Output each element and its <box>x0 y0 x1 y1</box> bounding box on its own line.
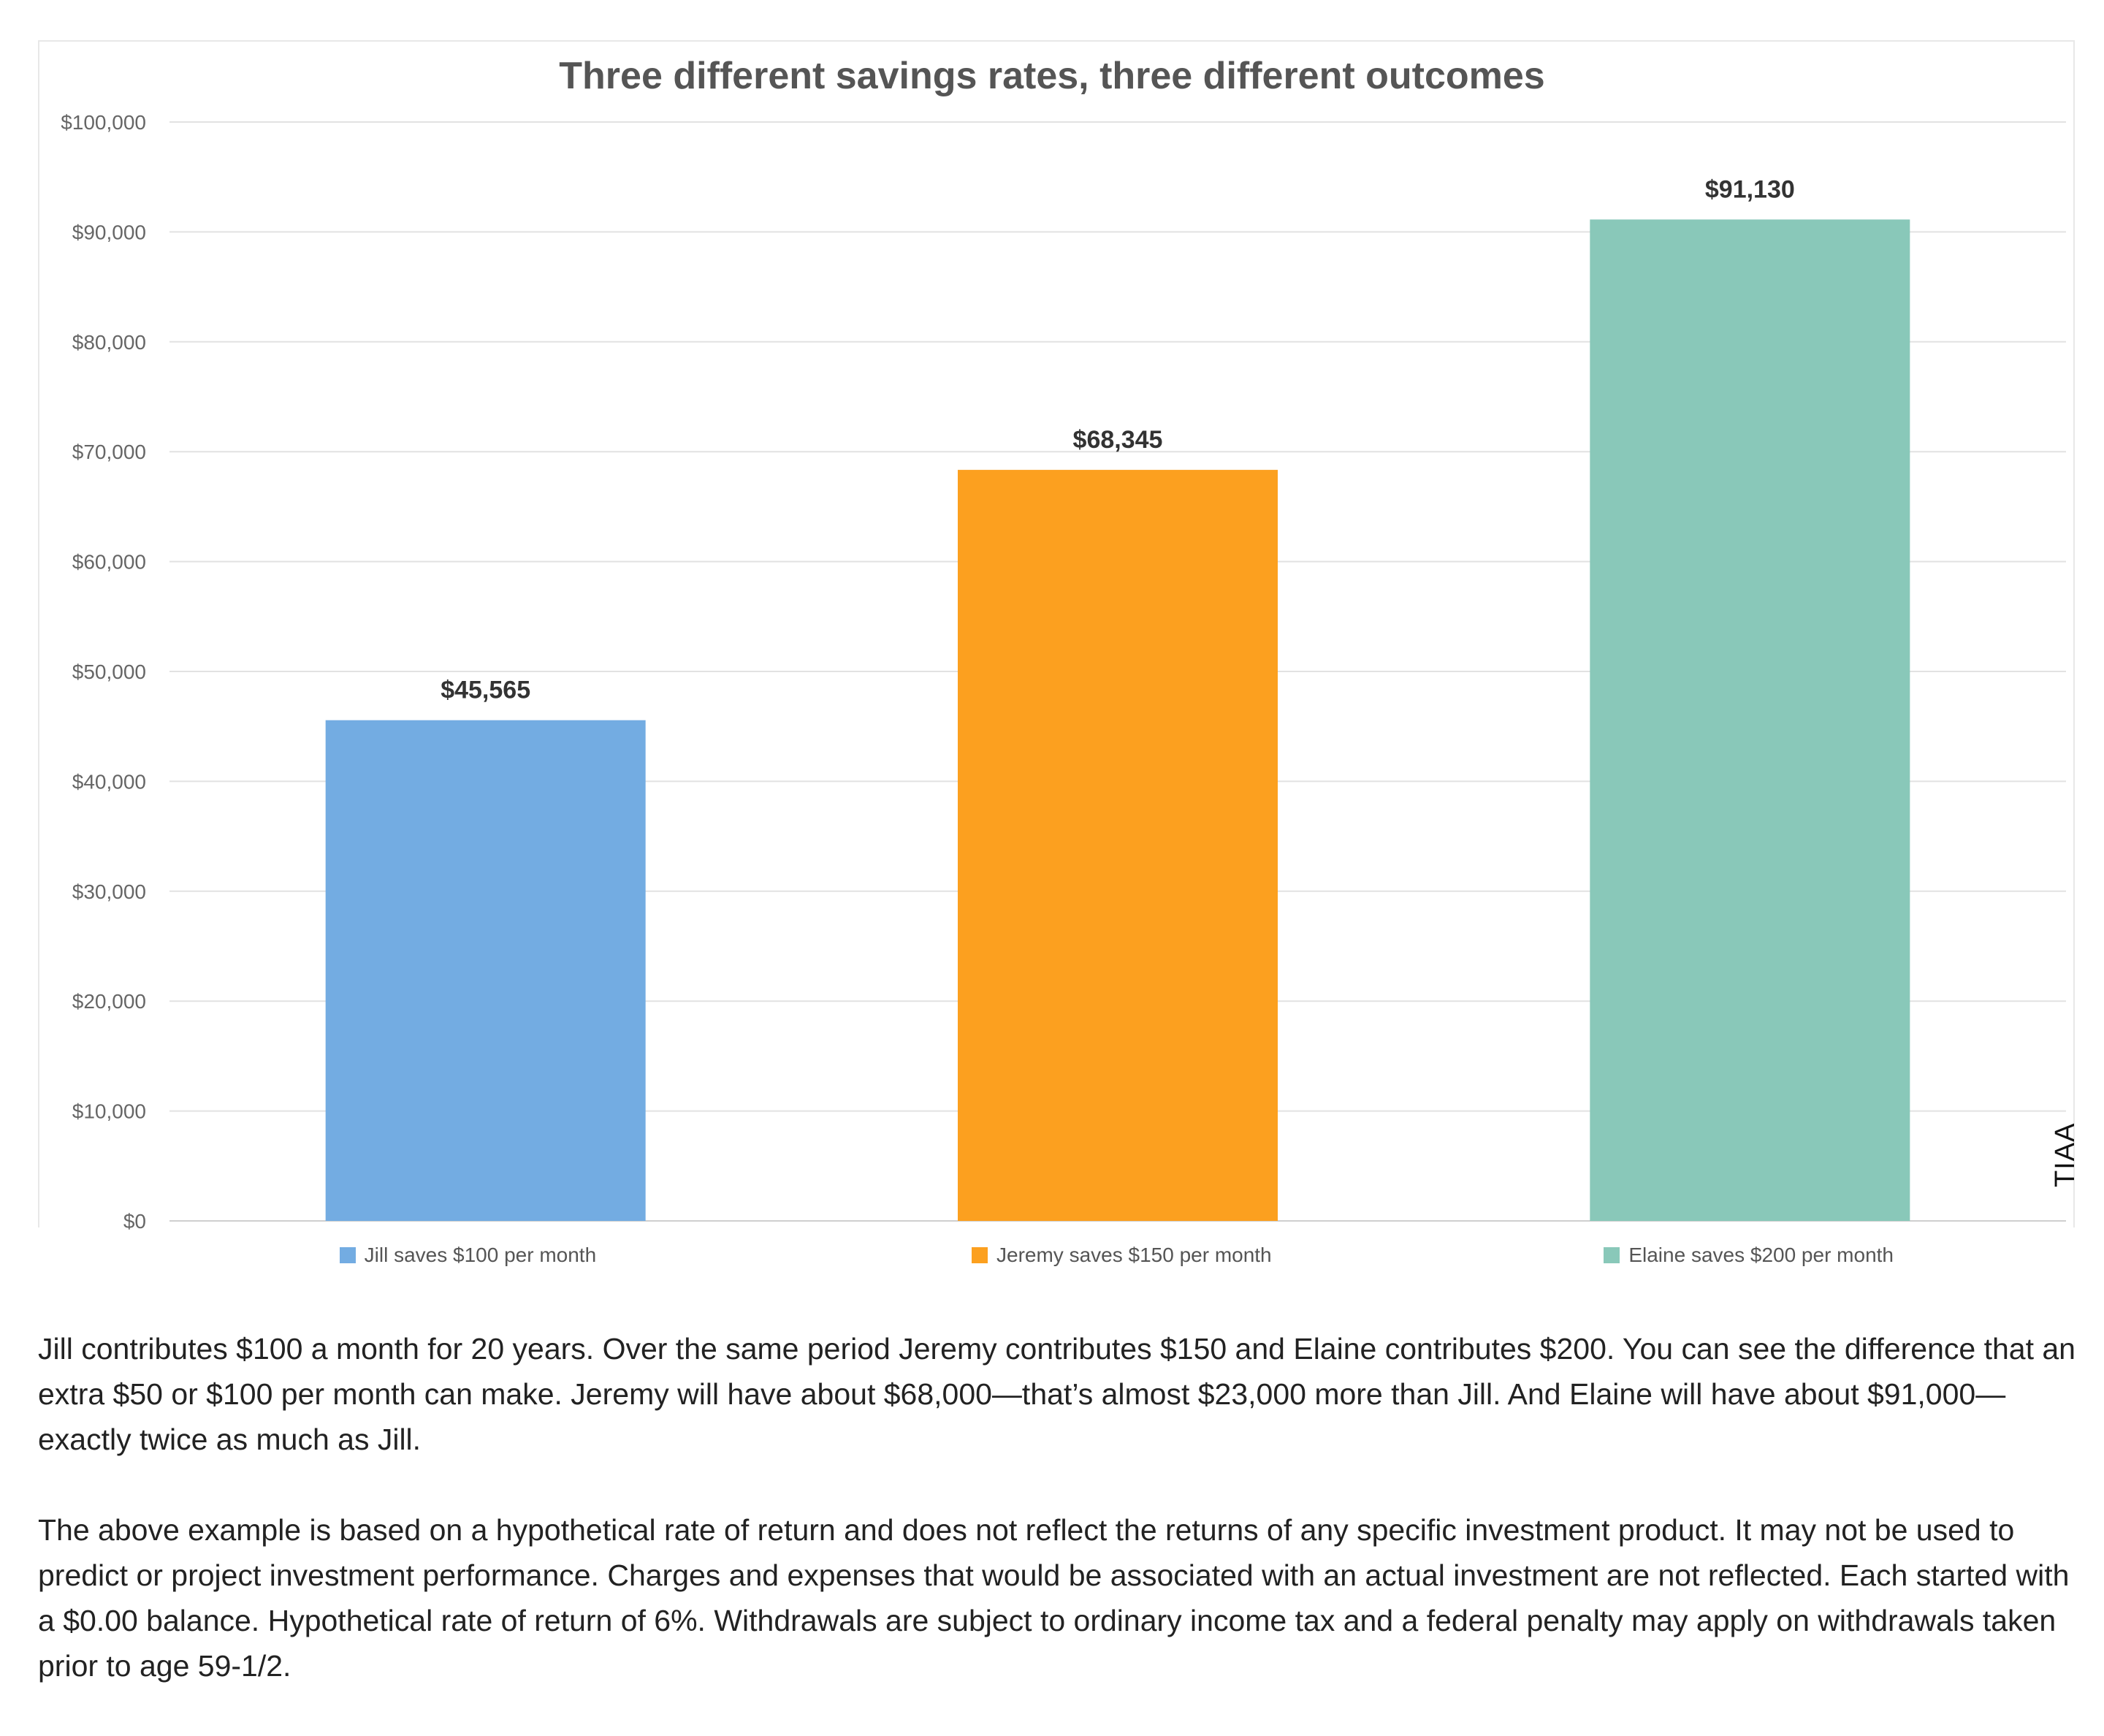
legend-label: Jill saves $100 per month <box>364 1244 597 1266</box>
bar <box>325 720 646 1221</box>
data-label: $91,130 <box>1705 175 1795 203</box>
y-tick-label: $60,000 <box>72 551 146 574</box>
y-tick-label: $10,000 <box>72 1100 146 1123</box>
bar <box>958 470 1278 1221</box>
y-tick-label: $80,000 <box>72 331 146 354</box>
legend-item: Jill saves $100 per month <box>339 1244 597 1267</box>
y-tick-label: $0 <box>123 1210 146 1233</box>
caption: Jill contributes $100 a month for 20 yea… <box>38 1326 2076 1734</box>
legend-label: Jeremy saves $150 per month <box>996 1244 1272 1266</box>
data-label: $68,345 <box>1073 426 1163 454</box>
y-tick-label: $30,000 <box>72 880 146 903</box>
legend-swatch <box>339 1247 356 1263</box>
y-tick-label: $70,000 <box>72 441 146 463</box>
y-tick-label: $20,000 <box>72 990 146 1013</box>
y-tick-label: $40,000 <box>72 770 146 793</box>
caption-paragraph-2: The above example is based on a hypothet… <box>38 1513 2070 1683</box>
legend-label: Elaine saves $200 per month <box>1628 1244 1894 1266</box>
y-tick-label: $50,000 <box>72 660 146 683</box>
data-label: $45,565 <box>441 677 530 704</box>
chart-frame <box>38 40 2075 1227</box>
legend-item: Elaine saves $200 per month <box>1604 1244 1894 1267</box>
bar-chart: $0 $10,000 $20,000 $30,000 $40,000 $50,000 $60… <box>61 111 2066 1233</box>
chart-title: Three different savings rates, three dif… <box>559 55 1545 97</box>
caption-paragraph-1: Jill contributes $100 a month for 20 yea… <box>38 1332 2076 1456</box>
legend-swatch <box>1604 1247 1620 1263</box>
y-tick-label: $90,000 <box>72 221 146 243</box>
legend-item: Jeremy saves $150 per month <box>972 1244 1272 1267</box>
y-tick-label: $100,000 <box>61 111 146 134</box>
legend-swatch <box>972 1247 988 1263</box>
bar <box>1590 219 1910 1221</box>
chart-legend: Jill saves $100 per month Jeremy saves $1… <box>0 1242 2104 1279</box>
source-mark: TIAA <box>2050 1122 2081 1187</box>
